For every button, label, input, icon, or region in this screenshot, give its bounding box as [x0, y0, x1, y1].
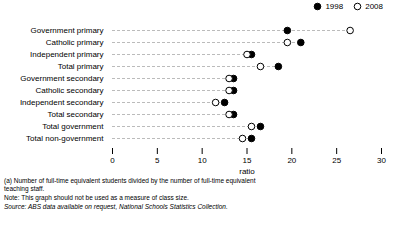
- svg-text:Total non-government: Total non-government: [26, 134, 104, 143]
- svg-text:Government secondary: Government secondary: [20, 74, 103, 83]
- svg-text:Total secondary: Total secondary: [47, 110, 103, 119]
- svg-text:15: 15: [243, 156, 252, 165]
- svg-text:Independent secondary: Independent secondary: [20, 98, 104, 107]
- svg-text:Catholic secondary: Catholic secondary: [35, 86, 103, 95]
- svg-text:0: 0: [110, 156, 115, 165]
- svg-text:10: 10: [198, 156, 207, 165]
- html-text:1998: 1998: [325, 2, 344, 11]
- svg-text:Independent primary: Independent primary: [30, 50, 103, 59]
- svg-text:5: 5: [155, 156, 160, 165]
- html-text:2008: 2008: [365, 2, 383, 11]
- html-text:(a) Number of full-time equiva: (a) Number of full-time equivalent stude…: [4, 177, 256, 192]
- svg-text:Government primary: Government primary: [31, 26, 104, 35]
- svg-text:20: 20: [287, 156, 296, 165]
- svg-text:30: 30: [377, 156, 386, 165]
- svg-text:25: 25: [332, 156, 341, 165]
- svg-text:ratio: ratio: [239, 167, 255, 176]
- svg-text:Total government: Total government: [42, 122, 104, 131]
- html-text:Source: ABS data available on: Source: ABS data available on request, N…: [4, 203, 228, 210]
- svg-text:Total primary: Total primary: [58, 62, 104, 71]
- html-text:Note: This graph should not be: Note: This graph should not be used as a…: [4, 194, 189, 201]
- svg-text:Catholic primary: Catholic primary: [46, 38, 104, 47]
